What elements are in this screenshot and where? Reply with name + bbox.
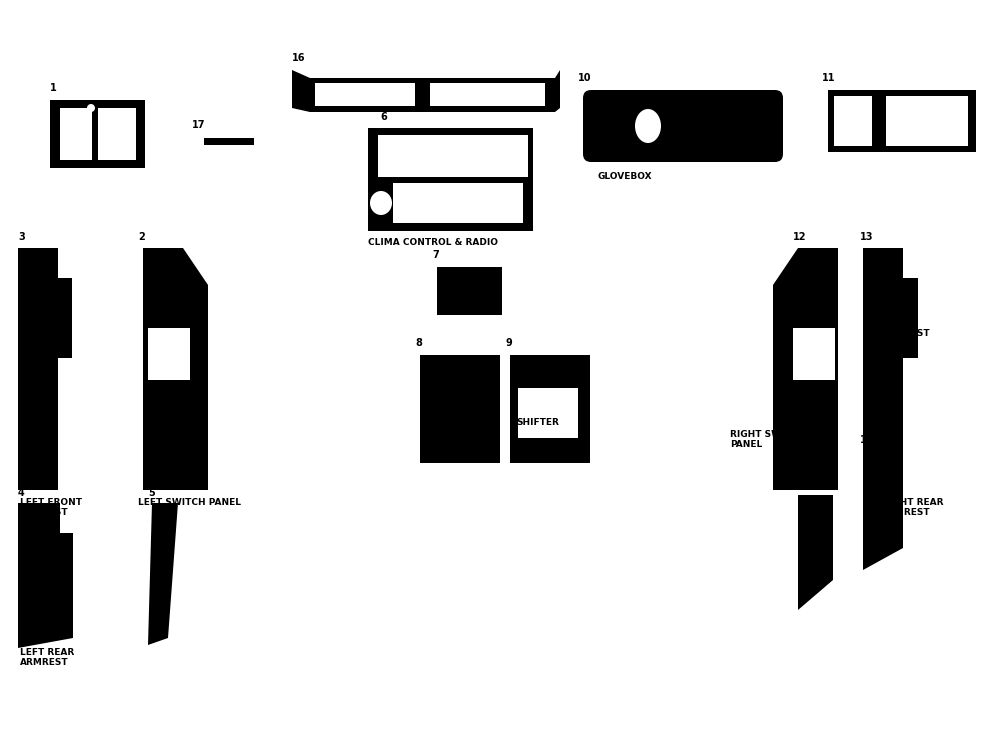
Bar <box>148 328 190 380</box>
Text: 12: 12 <box>793 232 806 242</box>
Bar <box>393 183 523 223</box>
Bar <box>204 138 254 145</box>
Bar <box>793 328 835 380</box>
Text: 4: 4 <box>18 488 25 498</box>
Text: LEFT SWITCH PANEL: LEFT SWITCH PANEL <box>138 498 241 507</box>
Text: RIGHT REAR
ARMREST: RIGHT REAR ARMREST <box>882 498 944 517</box>
Polygon shape <box>143 248 208 490</box>
Text: 10: 10 <box>578 73 592 83</box>
Text: CLIMA CONTROL & RADIO: CLIMA CONTROL & RADIO <box>368 238 498 247</box>
Text: LEFT FRONT
ARMREST: LEFT FRONT ARMREST <box>20 498 82 517</box>
Bar <box>420 355 500 463</box>
Bar <box>510 355 590 463</box>
Polygon shape <box>18 503 73 648</box>
Bar <box>378 135 528 177</box>
Polygon shape <box>798 495 833 610</box>
Polygon shape <box>863 450 903 570</box>
Text: 15: 15 <box>793 478 806 488</box>
Bar <box>828 90 976 152</box>
Ellipse shape <box>370 191 392 215</box>
Text: 7: 7 <box>432 250 439 260</box>
Text: SHIFTER: SHIFTER <box>516 418 559 427</box>
Bar <box>368 128 533 231</box>
Text: 6: 6 <box>380 112 387 122</box>
Text: 17: 17 <box>192 120 206 130</box>
Bar <box>50 100 145 168</box>
Polygon shape <box>18 248 72 490</box>
Text: 1: 1 <box>50 83 57 93</box>
Text: RIGHT SWITCH
PANEL: RIGHT SWITCH PANEL <box>730 430 805 449</box>
Bar <box>518 388 578 438</box>
Text: 13: 13 <box>860 232 874 242</box>
Polygon shape <box>292 70 560 112</box>
Ellipse shape <box>635 109 661 143</box>
Text: 11: 11 <box>822 73 836 83</box>
Polygon shape <box>773 248 838 490</box>
Bar <box>60 108 92 160</box>
Text: 2: 2 <box>138 232 145 242</box>
Bar <box>834 96 872 146</box>
Polygon shape <box>863 248 918 490</box>
Text: 16: 16 <box>292 53 306 63</box>
Polygon shape <box>148 503 178 645</box>
Text: 14: 14 <box>860 435 874 445</box>
Bar <box>315 83 415 106</box>
Text: 3: 3 <box>18 232 25 242</box>
Text: GLOVEBOX: GLOVEBOX <box>598 172 653 181</box>
Bar <box>430 83 545 106</box>
Circle shape <box>87 104 95 112</box>
Bar <box>437 267 502 315</box>
Text: 5: 5 <box>148 488 155 498</box>
Text: 8: 8 <box>415 338 422 348</box>
FancyBboxPatch shape <box>583 90 783 162</box>
Text: LEFT REAR
ARMREST: LEFT REAR ARMREST <box>20 648 74 668</box>
Text: RIGHT
FRONT
ARMREST: RIGHT FRONT ARMREST <box>882 308 931 338</box>
Bar <box>886 96 968 146</box>
Text: 9: 9 <box>505 338 512 348</box>
Bar <box>98 108 136 160</box>
